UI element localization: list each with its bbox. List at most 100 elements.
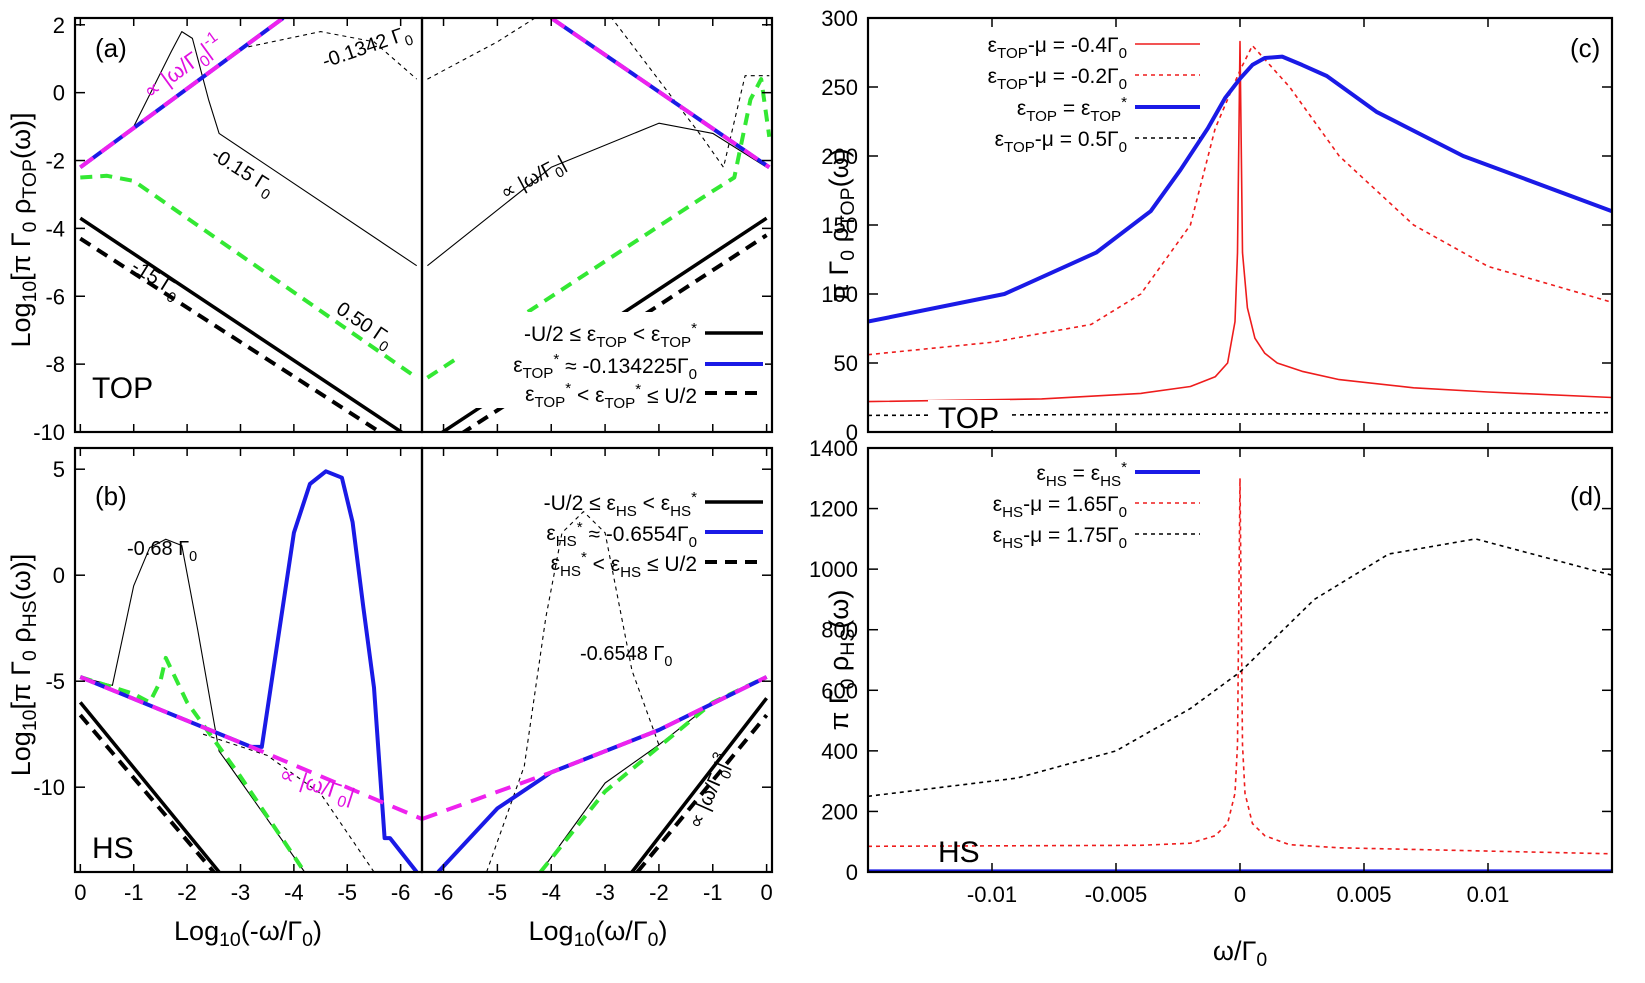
legend-d-label-1: εHS-μ = 1.65Γ0 <box>993 493 1127 521</box>
ytick-label-a: -6 <box>45 284 65 309</box>
xtick-label-b-right: -1 <box>703 880 723 905</box>
tag-d: HS <box>938 836 980 869</box>
ytick-label-b: -5 <box>45 669 65 694</box>
ytick-label-a: -4 <box>45 216 65 241</box>
annot-a-3: -15 Γ0 <box>125 256 185 307</box>
panel-a-left-frame <box>73 16 424 434</box>
ytick-label-d: 1200 <box>809 497 858 522</box>
series-b-3 <box>79 655 307 872</box>
series-d-2 <box>868 538 1612 798</box>
legend-a-label-1: εTOP* ≈ -0.134225Γ0 <box>513 351 697 383</box>
series-a-3 <box>79 31 418 267</box>
series-c-2 <box>868 54 1612 324</box>
xtick-label-b-right: -2 <box>649 880 669 905</box>
panel-a: 2 0 -2 -4 -6 -8 -10 (a) TOP Log10[π Γ0 ρTOP(ω)] ∝ … <box>6 13 774 445</box>
ytick-label-b: 0 <box>53 563 65 588</box>
ylabel-c: π Γ0 ρTOP(ω) <box>824 148 859 301</box>
xtick-label-b-left: -6 <box>391 880 411 905</box>
ytick-label-d: 400 <box>821 739 858 764</box>
legend-c-label-0: εTOP-μ = -0.4Γ0 <box>988 34 1127 62</box>
legend-c-label-2: εTOP = εTOP* <box>1017 94 1127 125</box>
tag-c: TOP <box>938 402 999 435</box>
series-b-0 <box>78 701 221 872</box>
xtick-label-b-left: -4 <box>284 880 304 905</box>
ytick-label-c: 250 <box>821 75 858 100</box>
ytick-label-c: 100 <box>821 282 858 307</box>
ytick-label-c: 150 <box>821 213 858 238</box>
legend-b-label-2: εHS* < εHS ≤ U/2 <box>551 549 697 581</box>
series-a-13 <box>550 18 771 169</box>
series-b-13 <box>422 675 768 821</box>
legend-d-label-2: εHS-μ = 1.75Γ0 <box>993 524 1127 552</box>
ytick-label-b: 5 <box>53 457 65 482</box>
annot-a-2: -0.15 Γ0 <box>205 144 279 204</box>
panel-d: 1400 1200 1000 800 600 400 200 0 -0.01 -0.005 0 0.0… <box>809 436 1614 971</box>
annot-a-5: ∝ |ω/Γ0| <box>497 152 572 209</box>
series-b-5 <box>79 469 419 872</box>
xtick-label-b-left: -3 <box>231 880 251 905</box>
legend-d: εHS = εHS* εHS-μ = 1.65Γ0 εHS-μ = 1.75Γ0 <box>993 459 1200 552</box>
xtick-label-b-left: -5 <box>337 880 357 905</box>
xtick-label-b-left: 0 <box>74 880 86 905</box>
legend-c-label-3: εTOP-μ = 0.5Γ0 <box>995 128 1127 156</box>
series-a-2 <box>80 173 418 380</box>
series-b-8 <box>635 713 769 872</box>
annot-a-1: -0.1342 Γ0 <box>319 22 415 78</box>
ytick-label-d: 800 <box>821 618 858 643</box>
series-b-9 <box>486 511 660 872</box>
legend-b-label-0: -U/2 ≤ εHS < εHS* <box>544 489 698 520</box>
series-a-11 <box>427 18 770 168</box>
ytick-label-b: -10 <box>33 775 65 800</box>
ytick-label-c: 200 <box>821 144 858 169</box>
panel-label-d: (d) <box>1570 481 1602 511</box>
annot-b-1: -0.6548 Γ0 <box>580 643 672 670</box>
ytick-label-c: 50 <box>834 351 858 376</box>
series-a-0 <box>79 216 405 432</box>
ytick-label-a: -8 <box>45 352 65 377</box>
xtick-label-d: 0 <box>1234 882 1246 907</box>
tag-b: HS <box>92 832 134 865</box>
panel-label-a: (a) <box>95 33 127 63</box>
legend-a: -U/2 ≤ εTOP < εTOP*εTOP* ≈ -0.134225Γ0εT… <box>460 312 765 412</box>
ytick-label-c: 300 <box>821 6 858 31</box>
ytick-label-a: -10 <box>33 420 65 445</box>
xtick-label-b-right: -6 <box>434 880 454 905</box>
ytick-label-d: 600 <box>821 678 858 703</box>
panel-label-c: (c) <box>1570 33 1600 63</box>
panel-a-right-frame <box>420 16 774 434</box>
panel-b: 50-5-100 -1 -2 -3 -4 -5 -6 -6 -5 -4 -3 -2 -1 0(b)HSLo… <box>6 446 774 951</box>
series-a-4 <box>240 31 418 80</box>
ylabel-d: π Γ0 ρHS(ω) <box>824 590 859 731</box>
ytick-label-d: 1400 <box>809 436 858 461</box>
xtick-label-b-right: -4 <box>541 880 561 905</box>
series-b-2 <box>80 538 306 872</box>
series-c-1 <box>868 44 1612 356</box>
legend-a-label-0: -U/2 ≤ εTOP < εTOP* <box>524 320 697 351</box>
tag-c-bg <box>928 400 1010 430</box>
annot-b-3: ∝ |ω/Γ0|3 <box>681 750 741 834</box>
tag-a: TOP <box>92 372 153 405</box>
xtick-label-d: -0.01 <box>967 882 1017 907</box>
series-d-1 <box>868 477 1612 855</box>
legend-b-label-1: εHS* ≈ -0.6554Γ0 <box>546 519 697 551</box>
series-a-10 <box>427 122 767 267</box>
legend-c-label-1: εTOP-μ = -0.2Γ0 <box>988 65 1127 93</box>
xtick-label-d: 0.01 <box>1467 882 1510 907</box>
xtick-label-b-left: -2 <box>177 880 197 905</box>
series-a-6 <box>79 18 285 169</box>
ytick-label-a: 2 <box>53 13 65 38</box>
ytick-label-a: 0 <box>53 81 65 106</box>
xtick-label-d: -0.005 <box>1085 882 1147 907</box>
ytick-label-a: -2 <box>45 149 65 174</box>
ylabel-a: Log10[π Γ0 ρTOP(ω)] <box>6 112 41 347</box>
ytick-label-c: 0 <box>846 420 858 445</box>
xtick-label-d: 0.005 <box>1336 882 1391 907</box>
panel-c: 300 250 200 150 100 50 0 (c) TOP π Γ0 ρTOP(ω) εTOP… <box>821 6 1614 445</box>
ytick-label-d: 200 <box>821 799 858 824</box>
legend-d-label-0: εHS = εHS* <box>1036 459 1127 490</box>
annot-b-0: -0.68 Γ0 <box>127 538 197 565</box>
series-b-7 <box>630 697 768 872</box>
